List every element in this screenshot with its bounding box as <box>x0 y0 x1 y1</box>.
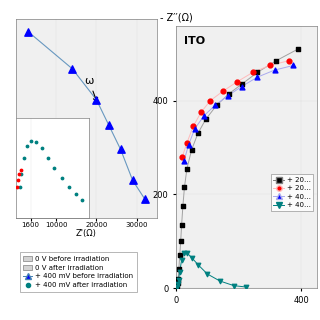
Point <box>189 255 194 260</box>
Point <box>176 267 181 272</box>
Point <box>192 126 197 131</box>
Point <box>179 222 184 227</box>
Point <box>255 70 260 75</box>
Point <box>205 271 210 276</box>
Point <box>180 204 186 209</box>
Point <box>272 68 277 73</box>
Point <box>208 98 213 103</box>
Point <box>274 58 279 63</box>
Point <box>181 250 186 255</box>
Point <box>174 283 180 288</box>
Point <box>181 159 186 164</box>
Point <box>203 117 208 122</box>
Text: ω: ω <box>84 76 98 102</box>
Point <box>180 154 185 159</box>
Text: ITO: ITO <box>184 36 205 46</box>
Point <box>195 262 200 267</box>
Point <box>177 253 182 258</box>
Point <box>22 140 28 145</box>
Point <box>195 131 200 136</box>
Point <box>175 282 180 287</box>
Point <box>142 196 147 202</box>
Point <box>184 250 189 255</box>
Point <box>189 147 194 152</box>
Point <box>15 168 20 173</box>
Point <box>186 142 191 148</box>
Point <box>16 172 21 177</box>
Legend: 0 V before irradiation, 0 V after irradiation, + 400 mV before irradiation, + 40: 0 V before irradiation, 0 V after irradi… <box>20 252 137 292</box>
Point <box>26 29 31 34</box>
Point <box>14 178 20 183</box>
Point <box>20 138 25 143</box>
Point <box>184 166 189 171</box>
Point <box>14 184 19 189</box>
Point <box>225 93 230 99</box>
Point <box>30 165 36 171</box>
Point <box>286 58 291 63</box>
Point <box>214 103 219 108</box>
Point <box>244 284 249 290</box>
Point <box>182 185 187 190</box>
Point <box>130 178 135 183</box>
Point <box>106 122 111 127</box>
Point <box>239 82 244 87</box>
Point <box>239 84 244 89</box>
X-axis label: Z'(Ω): Z'(Ω) <box>76 229 97 238</box>
Point <box>291 63 296 68</box>
Point <box>220 89 226 94</box>
Point <box>227 91 232 96</box>
Point <box>28 156 33 161</box>
Point <box>94 97 99 102</box>
Point <box>184 140 189 145</box>
Point <box>235 79 240 84</box>
Legend: + 20…, + 20…, + 40…, + 40…: + 20…, + 20…, + 40…, + 40… <box>271 174 313 211</box>
Point <box>212 103 218 108</box>
Point <box>198 110 204 115</box>
Point <box>177 269 182 274</box>
Point <box>175 281 180 286</box>
Point <box>217 278 222 284</box>
Point <box>118 147 123 152</box>
Text: - Z′′(Ω): - Z′′(Ω) <box>160 13 193 23</box>
Point <box>179 257 184 262</box>
Point <box>70 66 75 71</box>
Point <box>255 75 260 80</box>
Point <box>34 175 39 180</box>
Point <box>178 239 183 244</box>
Point <box>37 184 42 189</box>
Point <box>176 277 181 282</box>
Point <box>25 146 30 151</box>
Point <box>202 113 207 118</box>
Point <box>191 124 196 129</box>
Point <box>250 70 255 75</box>
Point <box>15 184 20 189</box>
Point <box>18 143 23 148</box>
Point <box>40 191 45 196</box>
Point <box>174 284 180 289</box>
Point <box>295 46 300 52</box>
Point <box>43 198 48 203</box>
Point <box>231 283 236 288</box>
Point <box>176 276 181 281</box>
Point <box>267 63 272 68</box>
Point <box>17 156 22 161</box>
Point <box>15 172 20 177</box>
